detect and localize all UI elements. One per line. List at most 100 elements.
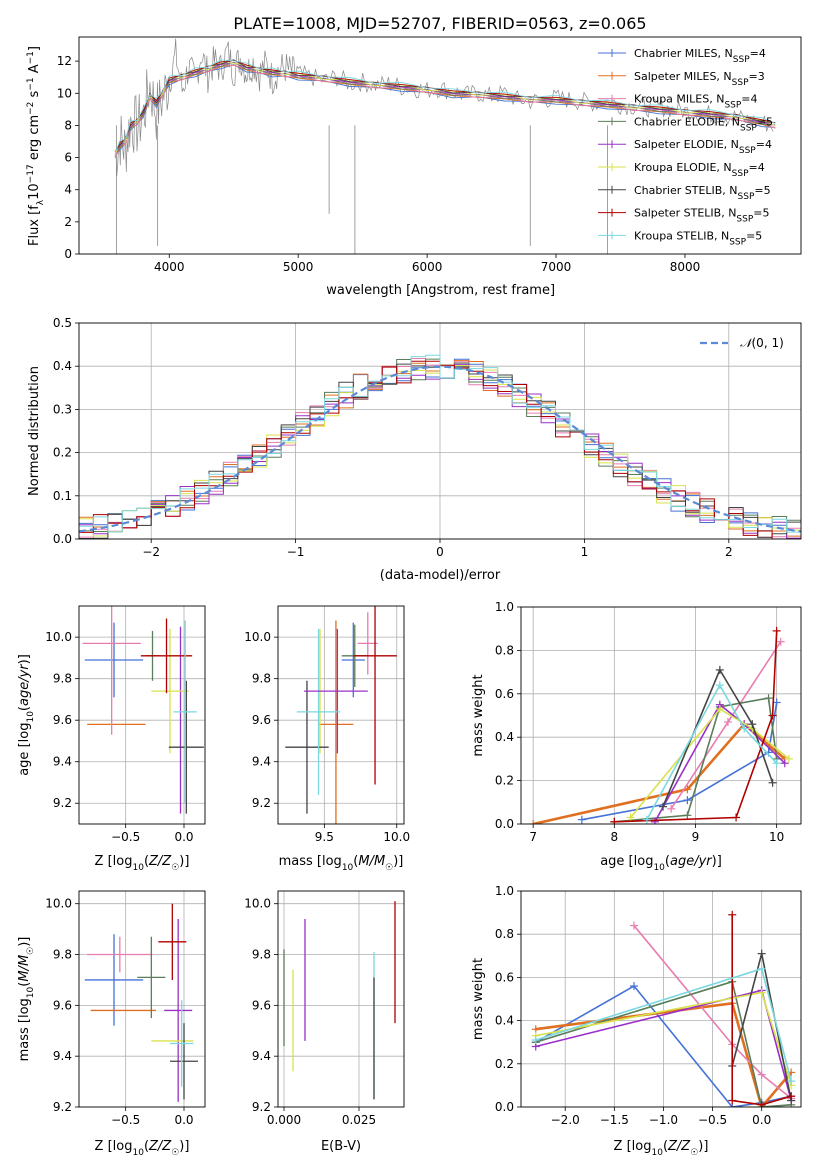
spectrum-xtick-label: 4000 <box>154 260 185 274</box>
spectrum-legend-label: Chabrier STELIB, NSSP=5 <box>634 184 771 202</box>
residuals-xtick-label: 0 <box>436 545 444 559</box>
age-vs-mass-xlabel: mass [log10(M/M☉)] <box>279 854 404 873</box>
weight_vs_age-series-line <box>629 707 790 819</box>
age_vs_Z-frame <box>78 605 206 825</box>
weight_vs_age-frame <box>520 606 802 825</box>
residuals-axes <box>75 322 802 543</box>
weight_vs_age-plot <box>521 607 801 824</box>
age_vs_mass-ytick-label: 9.4 <box>252 755 271 769</box>
spectrum-ytick-label: 2 <box>64 215 72 229</box>
spectrum-ytick-label: 4 <box>64 183 72 197</box>
weight-vs-age-xlabel: age [log10(age/yr)] <box>600 854 722 873</box>
spectrum-ytick-label: 0 <box>64 247 72 261</box>
weight_vs_age-ytick-label: 1.0 <box>495 600 514 614</box>
spectrum-legend-label: Kroupa STELIB, NSSP=5 <box>634 229 762 247</box>
age_vs_Z-axes <box>75 605 206 828</box>
age_vs_mass-ytick-label: 9.8 <box>252 672 271 686</box>
spectrum-legend-label: Kroupa MILES, NSSP=4 <box>634 93 758 111</box>
age_vs_Z-plot <box>79 606 205 824</box>
weight_vs_age-xtick-label: 8 <box>611 830 619 844</box>
weight_vs_age-series-line <box>646 683 778 821</box>
weight_vs_Z-series-line <box>731 914 792 1106</box>
residuals-legend-label: 𝒩(0, 1) <box>740 336 784 350</box>
age-vs-Z-xlabel: Z [log10(Z/Z☉)] <box>95 854 190 873</box>
weight_vs_Z-ytick-label: 0.8 <box>495 927 514 941</box>
spectrum-xlabel: wavelength [Angstrom, rest frame] <box>326 283 555 298</box>
residuals-ytick-label: 0.2 <box>53 446 72 460</box>
spectrum-xtick-label: 7000 <box>541 260 572 274</box>
residuals-ytick-label: 0.4 <box>53 359 72 373</box>
spectrum-ytick-label: 8 <box>64 118 72 132</box>
mass_vs_ebv-xtick-label: 0.000 <box>267 1113 301 1127</box>
weight_vs_Z-xtick-label: −2.0 <box>551 1113 580 1127</box>
mass-vs-Z-xlabel: Z [log10(Z/Z☉)] <box>95 1139 190 1158</box>
weight_vs_age-series-line <box>532 722 786 824</box>
residuals-ytick-label: 0.3 <box>53 402 72 416</box>
spectrum-plot <box>114 38 776 254</box>
mass-vs-ebv-xlabel: E(B-V) <box>321 1139 361 1154</box>
spectrum-legend-label: Chabrier ELODIE, NSSP=5 <box>634 115 773 133</box>
age_vs_mass-ytick-label: 10.0 <box>244 630 271 644</box>
spectrum-ylabel: Flux [fλ10−17 erg cm−2 s−1 A−1] <box>26 46 46 246</box>
weight_vs_Z-series-line <box>535 980 792 1107</box>
residuals-histogram <box>79 354 801 539</box>
weight_vs_Z-ylabel: mass weight <box>471 958 486 1040</box>
spectrum-frame <box>78 36 802 255</box>
age_vs_Z-ytick-label: 10.0 <box>45 630 72 644</box>
weight_vs_Z-xtick-label: −1.5 <box>600 1113 629 1127</box>
age_vs_mass-ytick-label: 9.2 <box>252 796 271 810</box>
mass_vs_Z-plot <box>79 891 205 1107</box>
spectrum-xtick-label: 8000 <box>670 260 701 274</box>
weight_vs_Z-xtick-label: −1.0 <box>649 1113 678 1127</box>
weight_vs_Z-xtick-label: 0.0 <box>752 1113 771 1127</box>
weight_vs_Z-series-line <box>633 925 792 1100</box>
mass_vs_Z-ytick-label: 10.0 <box>45 897 72 911</box>
age_vs_Z-xtick-label: −0.5 <box>111 830 140 844</box>
weight_vs_age-axes <box>517 606 802 828</box>
weight_vs_Z-series-line <box>535 984 792 1107</box>
mass-vs-Z-ylabel: mass [log10(M/M☉)] <box>17 937 36 1062</box>
mass_vs_Z-xtick-label: 0.0 <box>174 1113 193 1127</box>
mass_vs_ebv-ytick-label: 9.6 <box>252 998 271 1012</box>
mass_vs_ebv-ytick-label: 10.0 <box>244 897 271 911</box>
spectrum-ytick-label: 12 <box>57 54 72 68</box>
weight_vs_age-ytick-label: 0.6 <box>495 687 514 701</box>
spectrum-legend-label: Chabrier MILES, NSSP=4 <box>634 47 766 65</box>
mass_vs_Z-ytick-label: 9.2 <box>53 1100 72 1114</box>
weight_vs_Z-ytick-label: 0.0 <box>495 1100 514 1114</box>
age_vs_mass-xtick-label: 10.0 <box>383 830 410 844</box>
weight_vs_Z-axes <box>517 890 802 1111</box>
residuals-ytick-label: 0.5 <box>53 316 72 330</box>
weight_vs_age-xtick-label: 10 <box>769 830 784 844</box>
residuals-xtick-label: −1 <box>287 545 305 559</box>
weight_vs_Z-ytick-label: 0.2 <box>495 1057 514 1071</box>
mass_vs_ebv-ytick-label: 9.8 <box>252 948 271 962</box>
residuals-frame <box>78 322 802 540</box>
spectrum-xtick-label: 6000 <box>412 260 443 274</box>
spectrum-legend-label: Salpeter ELODIE, NSSP=4 <box>634 138 772 156</box>
mass_vs_ebv-ytick-label: 9.2 <box>252 1100 271 1114</box>
spectrum-axes <box>75 36 802 258</box>
residuals-xtick-label: 2 <box>725 545 733 559</box>
residuals-ytick-label: 0.0 <box>53 532 72 546</box>
spectrum-ytick-label: 6 <box>64 151 72 165</box>
spectrum-ytick-label: 10 <box>57 86 72 100</box>
age_vs_mass-xtick-label: 9.5 <box>315 830 334 844</box>
mass_vs_ebv-xtick-label: 0.025 <box>342 1113 376 1127</box>
mass_vs_Z-axes <box>75 890 206 1111</box>
spectrum-legend-label: Salpeter STELIB, NSSP=5 <box>634 207 770 225</box>
mass_vs_ebv-plot <box>278 891 404 1107</box>
weight_vs_Z-ytick-label: 0.6 <box>495 970 514 984</box>
weight_vs_Z-ytick-label: 0.4 <box>495 1014 514 1028</box>
weight_vs_Z-xtick-label: −0.5 <box>698 1113 727 1127</box>
gaussian-curve <box>79 365 801 533</box>
residuals-xlabel: (data-model)/error <box>380 568 501 583</box>
residuals-xtick-label: 1 <box>581 545 589 559</box>
residuals-ylabel: Normed distribution <box>27 366 42 496</box>
weight_vs_age-xtick-label: 9 <box>692 830 700 844</box>
mass_vs_ebv-ytick-label: 9.4 <box>252 1049 271 1063</box>
mass_vs_ebv-frame <box>277 890 405 1108</box>
weight_vs_Z-frame <box>520 890 802 1108</box>
